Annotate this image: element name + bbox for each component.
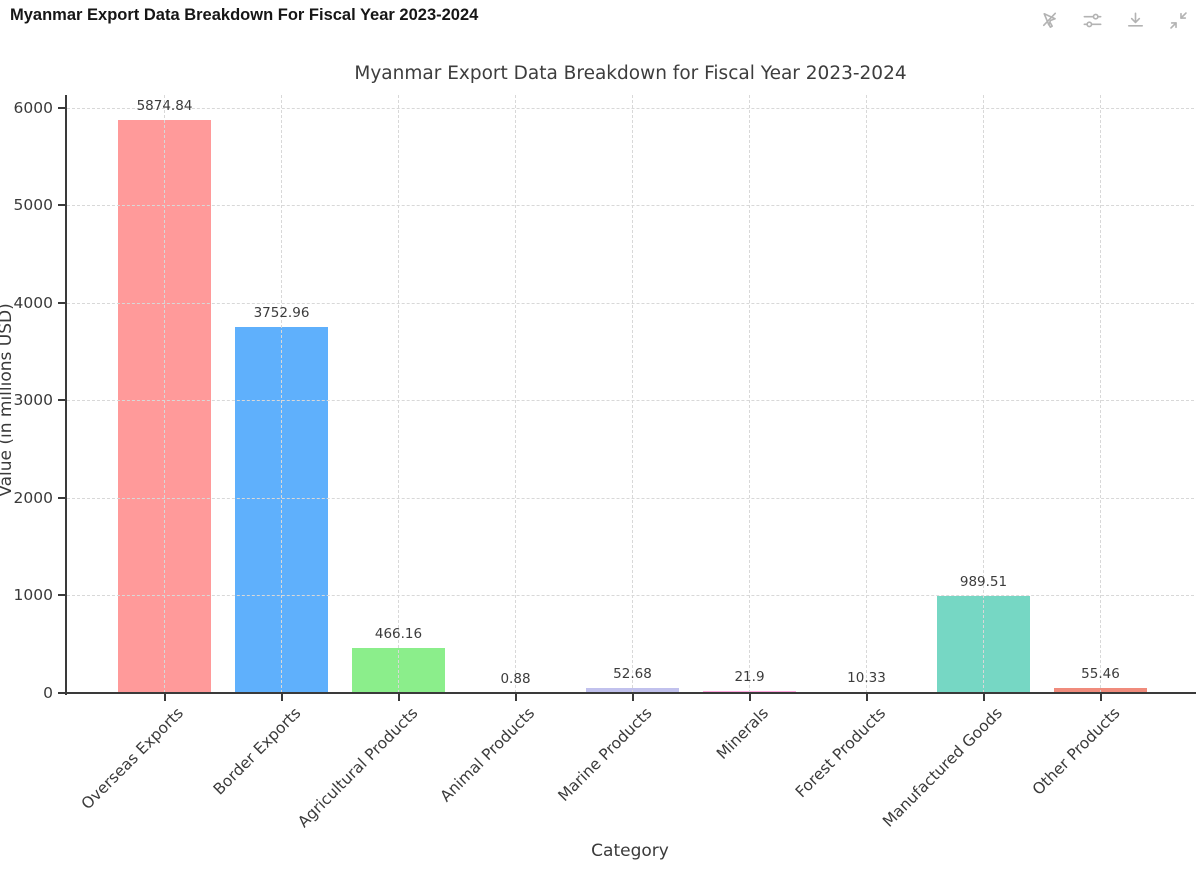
x-tick-label: Border Exports [209,704,305,799]
y-tick-label: 4000 [13,293,53,312]
gridline-horizontal [67,302,1194,304]
gridline-vertical [983,95,984,693]
y-tick-mark [58,301,67,304]
bar-value-label: 3752.96 [253,304,310,321]
x-axis-label: Category [591,841,669,861]
chart-toolbar [1038,9,1190,32]
gridline-vertical [632,95,633,693]
y-tick-label: 5000 [13,196,53,215]
bar-value-label: 466.16 [374,625,423,642]
y-tick-label: 1000 [13,586,53,605]
sliders-icon[interactable] [1081,9,1104,32]
y-tick-label: 2000 [13,488,53,507]
x-tick-mark [514,693,517,701]
gridline-vertical [281,95,282,693]
bar-value-label: 989.51 [959,574,1008,591]
gridline-horizontal [67,400,1194,402]
pointer-off-icon[interactable] [1038,9,1061,32]
plot-area: 0 1000 2000 3000 4000 5000 6000 Overseas Export… [14,95,1196,831]
chart-title: Myanmar Export Data Breakdown for Fiscal… [354,63,907,84]
x-tick-label: Minerals [713,704,773,763]
bar-value-label: 5874.84 [136,97,193,114]
x-tick-label: Manufactured Goods [879,704,1007,831]
y-axis-spine [65,95,67,695]
x-tick-mark [865,693,868,701]
y-tick-label: 0 [43,684,53,702]
y-tick-mark [58,106,67,109]
bar-value-label: 52.68 [613,665,652,682]
gridline-vertical [164,95,165,693]
gridline-vertical [866,95,867,693]
x-tick-mark [397,693,400,701]
bar-value-label: 0.88 [500,670,531,687]
y-tick-mark [58,496,67,499]
y-tick-label: 3000 [13,391,53,410]
gridline-horizontal [67,595,1194,597]
x-tick-mark [163,693,166,701]
gridline-horizontal [67,107,1194,109]
x-tick-label: Forest Products [792,704,890,802]
gridline-vertical [1100,95,1101,693]
x-tick-mark [280,693,283,701]
x-tick-label: Overseas Exports [78,704,188,814]
gridline-vertical [515,95,516,693]
x-tick-mark [982,693,985,701]
gridline-horizontal [67,497,1194,499]
x-tick-label: Other Products [1028,704,1124,799]
gridline-vertical [398,95,399,693]
x-tick-label: Animal Products [436,704,539,806]
bar-value-label: 10.33 [847,669,886,686]
download-icon[interactable] [1124,9,1147,32]
x-tick-label: Marine Products [554,704,656,805]
x-tick-mark [1099,693,1102,701]
window-title: Myanmar Export Data Breakdown For Fiscal… [10,6,479,24]
bar-value-label: 21.9 [734,668,765,685]
y-tick-label: 6000 [13,98,53,117]
gridline-horizontal [67,205,1194,207]
gridline-vertical [749,95,750,693]
x-tick-label: Agricultural Products [294,704,422,832]
y-tick-mark [58,594,67,597]
x-axis-spine [65,692,1196,694]
x-tick-mark [631,693,634,701]
bar-value-label: 55.46 [1081,665,1120,682]
x-tick-mark [748,693,751,701]
y-tick-mark [58,399,67,402]
y-tick-mark [58,692,67,694]
y-tick-mark [58,204,67,207]
collapse-icon[interactable] [1167,9,1190,32]
